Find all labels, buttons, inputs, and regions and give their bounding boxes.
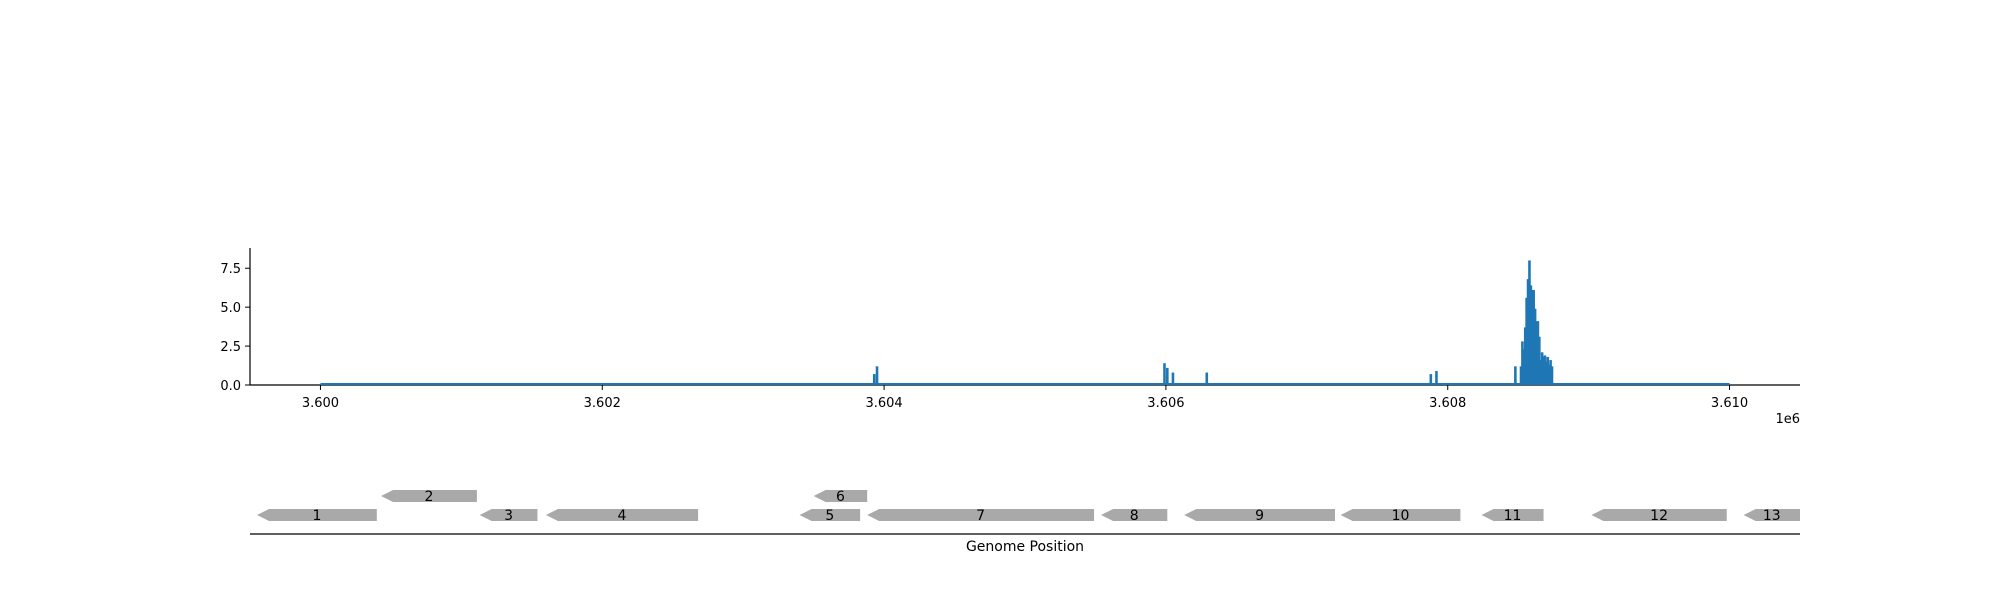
x-tick-label: 3.602 [584, 396, 621, 411]
gene-arrow [799, 509, 861, 521]
gene-label: 8 [1130, 508, 1139, 524]
gene-arrow [1591, 509, 1727, 521]
coverage-bar [1522, 349, 1526, 385]
gene-arrow [1743, 509, 1800, 521]
coverage-bar [1435, 370, 1438, 385]
coverage-bar [1528, 260, 1531, 385]
gene-label: 4 [618, 508, 627, 524]
x-offset-label: 1e6 [1775, 412, 1800, 427]
gene-label: 2 [424, 489, 433, 505]
coverage-bar [1529, 285, 1533, 385]
coverage-bar [1519, 366, 1523, 385]
coverage-plot: 0.0 2.5 5.0 7.5 3.600 3.602 3.604 3.606 3.608 3.6… [220, 248, 1800, 427]
gene-label: 3 [504, 508, 513, 524]
gene-label: 7 [976, 508, 985, 524]
coverage-bar [1542, 356, 1545, 385]
y-tick-label: 5.0 [220, 301, 241, 316]
coverage-bar [1514, 366, 1517, 385]
gene-arrow [545, 509, 699, 521]
gene-label: 11 [1504, 508, 1522, 524]
coverage-bar [1521, 341, 1524, 385]
gene-label: 12 [1650, 508, 1668, 524]
gene-label: 6 [836, 489, 845, 505]
coverage-bar [1523, 327, 1527, 385]
coverage-bar [1546, 356, 1550, 385]
coverage-bar [1171, 372, 1175, 385]
coverage-bar [1549, 360, 1552, 385]
gene-label: 10 [1392, 508, 1410, 524]
gene-label: 1 [312, 508, 321, 524]
y-tick-label: 2.5 [220, 340, 241, 355]
coverage-bar [1543, 355, 1547, 385]
coverage-bar [1550, 366, 1554, 385]
y-tick-label: 7.5 [220, 262, 241, 277]
gene-arrow [1184, 509, 1335, 521]
coverage-bar [1525, 297, 1528, 385]
coverage-bar [1163, 363, 1166, 385]
gene-arrow [1481, 509, 1544, 521]
coverage-bar [1429, 374, 1433, 385]
coverage-bar [1532, 290, 1535, 385]
x-tick-label: 3.600 [302, 396, 339, 411]
gene-arrow [1340, 509, 1461, 521]
gene-arrow [381, 490, 477, 502]
gene-arrow [813, 490, 868, 502]
gene-arrow [479, 509, 538, 521]
coverage-bar [1166, 367, 1169, 385]
coverage-bar [1533, 308, 1537, 385]
coverage-bar [1547, 364, 1551, 385]
coverage-bar [1535, 321, 1538, 385]
coverage-bar [1539, 360, 1543, 385]
gene-arrow [1101, 509, 1168, 521]
gene-label: 13 [1763, 508, 1781, 524]
x-axis-label: Genome Position [966, 539, 1084, 555]
x-tick-label: 3.606 [1147, 396, 1184, 411]
y-tick-label: 0.0 [220, 379, 241, 394]
x-tick-label: 3.604 [865, 396, 902, 411]
coverage-bar [1530, 290, 1534, 385]
gene-arrow [867, 509, 1095, 521]
coverage-bar [1540, 352, 1544, 385]
coverage-bar [872, 374, 876, 385]
gene-label: 9 [1255, 508, 1264, 524]
gene-label: 5 [825, 508, 834, 524]
coverage-bar [875, 366, 879, 385]
coverage-bar [1545, 361, 1548, 385]
x-tick-label: 3.610 [1711, 396, 1748, 411]
coverage-bar [1538, 336, 1541, 385]
x-tick-label: 3.608 [1429, 396, 1466, 411]
coverage-bar [1526, 279, 1530, 385]
coverage-bar [1536, 321, 1540, 385]
gene-arrow [257, 509, 377, 521]
coverage-bar [1205, 372, 1209, 385]
